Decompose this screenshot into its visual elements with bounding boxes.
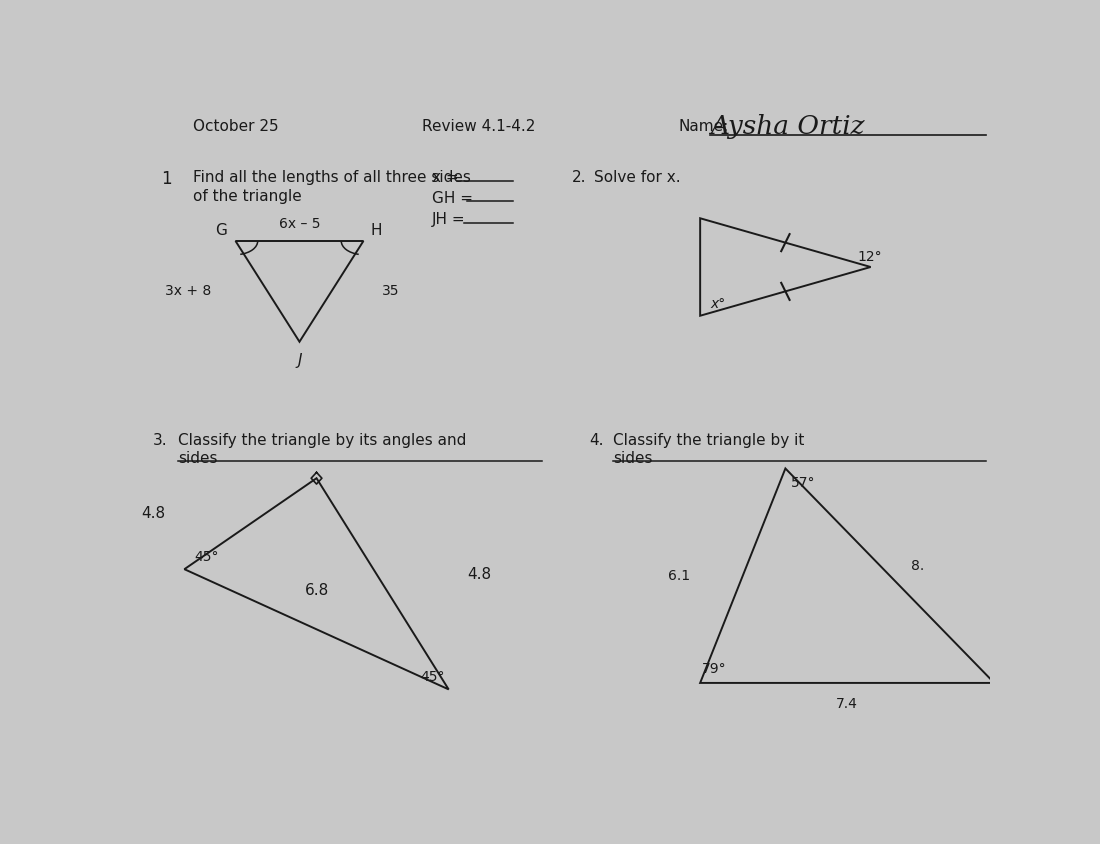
Text: x =: x = — [431, 170, 463, 185]
Text: Solve for x.: Solve for x. — [594, 170, 680, 185]
Text: J: J — [297, 354, 301, 369]
Text: 45°: 45° — [195, 550, 219, 564]
Text: 3.: 3. — [153, 433, 167, 447]
Text: 6.1: 6.1 — [668, 569, 690, 582]
Text: 6x – 5: 6x – 5 — [278, 217, 320, 230]
Text: 12°: 12° — [858, 250, 882, 263]
Text: 8.: 8. — [911, 559, 924, 573]
Text: 45°: 45° — [420, 670, 444, 684]
Text: sides: sides — [613, 451, 652, 466]
Text: Aysha Ortiz: Aysha Ortiz — [711, 114, 865, 139]
Text: Find all the lengths of all three sides: Find all the lengths of all three sides — [192, 170, 471, 185]
Text: Classify the triangle by its angles and: Classify the triangle by its angles and — [178, 433, 466, 447]
Text: 4.8: 4.8 — [142, 506, 166, 522]
Text: 4.: 4. — [590, 433, 604, 447]
Text: October 25: October 25 — [192, 120, 278, 134]
Text: G: G — [216, 224, 227, 238]
Text: x°: x° — [711, 296, 726, 311]
Text: 2.: 2. — [572, 170, 586, 185]
Text: Name:: Name: — [679, 120, 729, 134]
Text: Review 4.1-4.2: Review 4.1-4.2 — [421, 120, 536, 134]
Text: sides: sides — [178, 451, 218, 466]
Text: 7.4: 7.4 — [836, 697, 858, 711]
Text: 57°: 57° — [791, 476, 815, 490]
Text: 6.8: 6.8 — [305, 583, 329, 598]
Text: JH =: JH = — [431, 213, 470, 227]
Text: 4.8: 4.8 — [468, 566, 492, 582]
Text: 1: 1 — [162, 170, 172, 187]
Text: H: H — [371, 224, 382, 238]
Text: 3x + 8: 3x + 8 — [165, 284, 211, 299]
Text: 35: 35 — [382, 284, 399, 299]
Text: GH =: GH = — [431, 191, 477, 206]
Text: Classify the triangle by it: Classify the triangle by it — [613, 433, 804, 447]
Text: of the triangle: of the triangle — [192, 189, 301, 204]
Text: 79°: 79° — [702, 663, 726, 676]
